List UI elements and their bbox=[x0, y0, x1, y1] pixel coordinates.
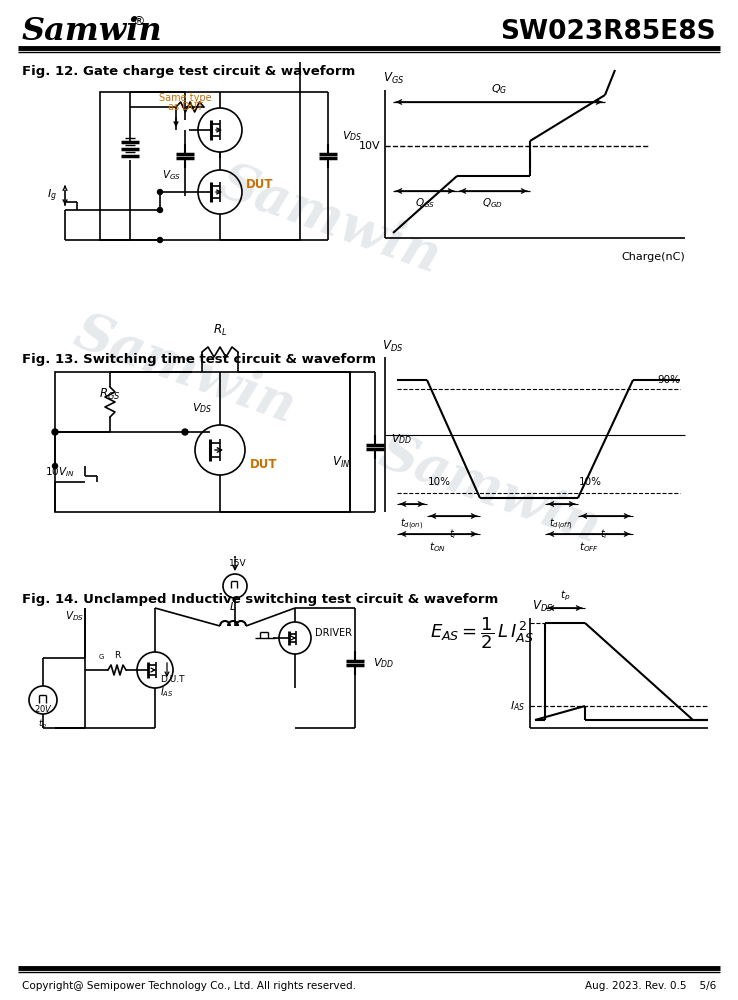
Text: $t_{d(off)}$: $t_{d(off)}$ bbox=[549, 517, 573, 532]
Text: $t_p$: $t_p$ bbox=[560, 589, 570, 603]
Text: $V_{DS}$: $V_{DS}$ bbox=[532, 599, 554, 614]
Text: Samwin: Samwin bbox=[67, 306, 303, 434]
Text: as DUT: as DUT bbox=[168, 102, 202, 112]
Text: SW023R85E8S: SW023R85E8S bbox=[500, 19, 716, 45]
Text: $I_{AS}$: $I_{AS}$ bbox=[510, 699, 525, 713]
Text: DRIVER: DRIVER bbox=[315, 628, 352, 638]
Text: $Q_G$: $Q_G$ bbox=[491, 82, 507, 96]
Bar bbox=[55, 372, 350, 512]
Text: $10V_{IN}$: $10V_{IN}$ bbox=[45, 465, 75, 479]
Text: R: R bbox=[114, 651, 120, 660]
Text: $Q_{GD}$: $Q_{GD}$ bbox=[483, 196, 503, 210]
Text: $V_{GS}$: $V_{GS}$ bbox=[162, 168, 181, 182]
Text: $20V$: $20V$ bbox=[33, 703, 52, 714]
Text: $V_{DD}$: $V_{DD}$ bbox=[373, 656, 394, 670]
Circle shape bbox=[182, 429, 188, 435]
Text: ®: ® bbox=[132, 15, 145, 28]
Text: Aug. 2023. Rev. 0.5    5/6: Aug. 2023. Rev. 0.5 5/6 bbox=[584, 981, 716, 991]
Text: 10V: 10V bbox=[359, 141, 380, 151]
Text: $L$: $L$ bbox=[230, 600, 237, 612]
Circle shape bbox=[157, 237, 162, 242]
Text: 90%: 90% bbox=[657, 375, 680, 385]
Text: Fig. 12. Gate charge test circuit & waveform: Fig. 12. Gate charge test circuit & wave… bbox=[22, 66, 355, 79]
Text: $E_{AS} = \dfrac{1}{2}\,L\,I_{AS}^{\,2}$: $E_{AS} = \dfrac{1}{2}\,L\,I_{AS}^{\,2}$ bbox=[430, 615, 534, 651]
Text: $V_{DD}$: $V_{DD}$ bbox=[391, 432, 413, 446]
Text: $t_r$: $t_r$ bbox=[449, 527, 458, 541]
Text: $R_L$: $R_L$ bbox=[213, 323, 227, 338]
Text: $V_{DS}$: $V_{DS}$ bbox=[192, 401, 212, 415]
Text: 10%: 10% bbox=[427, 477, 450, 487]
Text: $V_{DS}$: $V_{DS}$ bbox=[65, 609, 84, 623]
Text: Same type: Same type bbox=[159, 93, 211, 103]
Text: 10%: 10% bbox=[579, 477, 601, 487]
Text: G: G bbox=[98, 654, 103, 660]
Text: $V_{DS}$: $V_{DS}$ bbox=[342, 129, 362, 143]
Text: Samwin: Samwin bbox=[213, 156, 448, 284]
Circle shape bbox=[52, 464, 58, 468]
Text: $I_{AS}$: $I_{AS}$ bbox=[160, 685, 173, 699]
Text: Charge(nC): Charge(nC) bbox=[621, 252, 685, 262]
Text: Samwin: Samwin bbox=[373, 426, 607, 554]
Text: DUT: DUT bbox=[250, 458, 277, 472]
Text: 15V: 15V bbox=[230, 559, 246, 568]
Bar bbox=[100, 92, 300, 240]
Circle shape bbox=[157, 208, 162, 213]
Text: Fig. 14. Unclamped Inductive switching test circuit & waveform: Fig. 14. Unclamped Inductive switching t… bbox=[22, 593, 498, 606]
Text: Fig. 13. Switching time test circuit & waveform: Fig. 13. Switching time test circuit & w… bbox=[22, 354, 376, 366]
Text: DUT: DUT bbox=[246, 178, 274, 190]
Text: $t_f$: $t_f$ bbox=[601, 527, 610, 541]
Text: $V_{IN}$: $V_{IN}$ bbox=[331, 454, 350, 470]
Text: $V_{DS}$: $V_{DS}$ bbox=[382, 339, 404, 354]
Text: D.U.T: D.U.T bbox=[160, 676, 184, 684]
Text: $t_p$: $t_p$ bbox=[38, 718, 48, 731]
Text: Copyright@ Semipower Technology Co., Ltd. All rights reserved.: Copyright@ Semipower Technology Co., Ltd… bbox=[22, 981, 356, 991]
Text: $Q_{GS}$: $Q_{GS}$ bbox=[415, 196, 435, 210]
Text: $R_{GS}$: $R_{GS}$ bbox=[99, 386, 121, 402]
Text: $t_{OFF}$: $t_{OFF}$ bbox=[579, 540, 599, 554]
Text: $t_{d(on)}$: $t_{d(on)}$ bbox=[400, 517, 424, 532]
Text: Samwin: Samwin bbox=[22, 16, 162, 47]
Text: $t_{ON}$: $t_{ON}$ bbox=[430, 540, 446, 554]
Circle shape bbox=[52, 429, 58, 435]
Text: $V_{GS}$: $V_{GS}$ bbox=[383, 71, 404, 86]
Text: $I_g$: $I_g$ bbox=[47, 188, 57, 204]
Circle shape bbox=[157, 190, 162, 194]
